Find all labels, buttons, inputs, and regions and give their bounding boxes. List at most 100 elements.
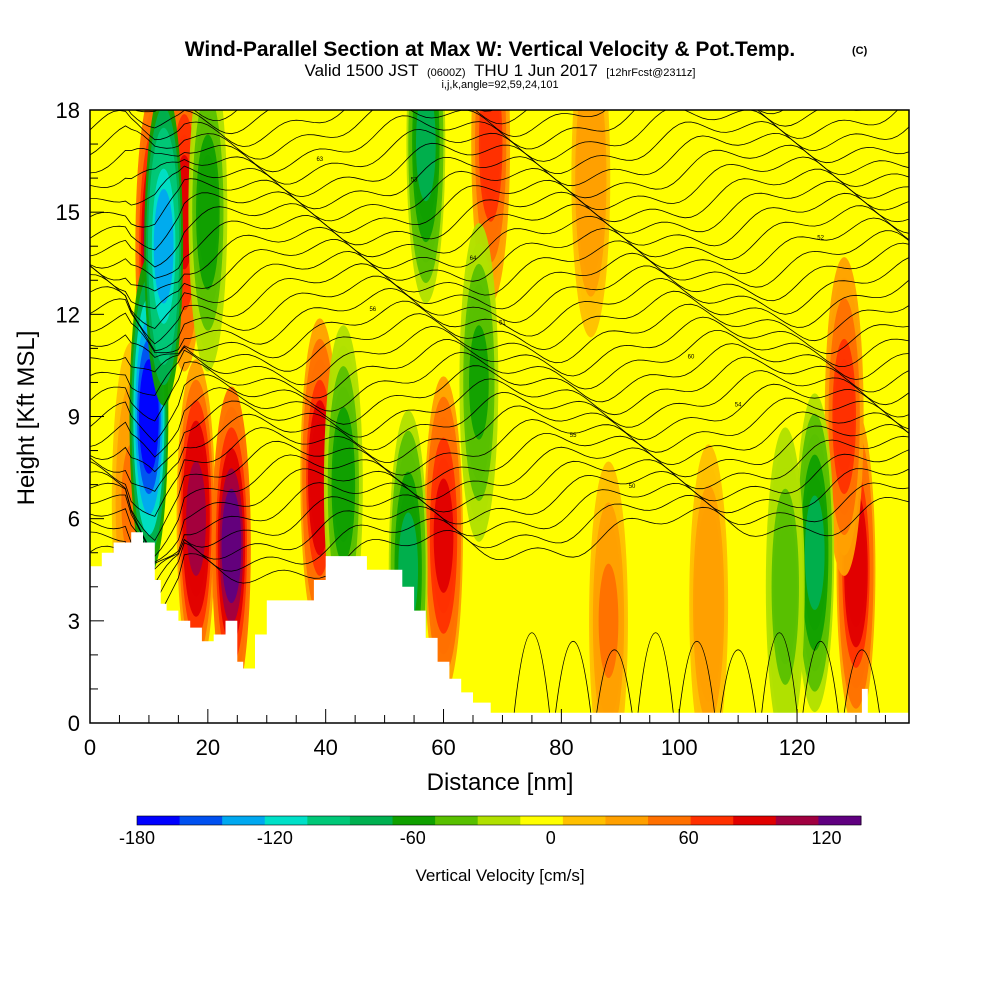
theta-contour [90,449,909,570]
velocity-band [139,359,159,474]
theta-contour [90,121,909,206]
theta-contour [90,370,909,492]
y-axis-label: Height [Kft MSL] [13,331,40,506]
theta-contour [90,180,909,292]
theta-contour [90,424,909,563]
x-tick-label: 120 [779,735,816,760]
colorbar-swatch [264,816,308,825]
theta-contour [90,468,909,585]
colorbar-swatch [775,816,819,825]
theta-contour [134,110,238,122]
velocity-band [480,110,501,202]
colorbar-tick-label: -120 [257,828,293,848]
forecast-info: [12hrFcst@2311z] [606,67,695,79]
valid-date: THU 1 Jun 2017 [474,61,598,80]
colorbar-swatch [733,816,777,825]
theta-contour [90,110,785,160]
theta-contour [90,482,909,604]
theta-contour [802,641,839,713]
colorbar: -180 -120 -60 0 60 120 [119,815,862,848]
velocity-band [186,461,206,576]
theta-contour [90,356,909,473]
contour-label: 54 [735,402,742,408]
theta-contour [90,217,909,345]
contour-label: 51 [499,321,506,327]
x-tick-label: 20 [196,735,220,760]
copyright-mark: (C) [852,45,868,57]
y-tick-label: 0 [68,711,80,736]
colorbar-swatch [562,816,606,825]
x-tick-label: 100 [661,735,698,760]
theta-contour [90,110,864,174]
updraft-core [689,444,729,723]
theta-contour [90,242,909,354]
downdraft-core [188,110,228,372]
colorbar-tick-label: 0 [546,828,556,848]
theta-contour [90,330,909,443]
theta-contour [637,632,674,713]
colorbar-tick-label: 60 [679,828,699,848]
theta-contour [90,496,909,623]
x-tick-label: 0 [84,735,96,760]
velocity-band [834,359,855,474]
theta-contour [90,343,909,458]
contour-label: 53 [411,178,418,184]
x-tick-label: 80 [549,735,573,760]
valid-local-time: Valid 1500 JST [305,61,419,80]
contour-label: 60 [688,355,695,361]
colorbar-swatch [137,816,181,825]
contour-label: 56 [369,307,376,313]
updraft-core [589,461,628,723]
theta-contour [90,397,909,542]
theta-contour [90,316,909,422]
contour-label: 55 [570,433,577,439]
x-axis-label: Distance [nm] [427,769,574,796]
colorbar-swatch [605,816,649,825]
y-tick-label: 15 [56,200,80,225]
downdraft-core [144,110,184,406]
updraft-core [471,110,511,304]
velocity-band [197,154,218,270]
colorbar-swatch [435,816,479,825]
y-tick-label: 9 [68,405,80,430]
velocity-band [433,478,454,593]
theta-contour [90,411,909,557]
velocity-band [415,110,436,202]
terrain-mask [90,532,909,723]
contour-label: 52 [817,235,824,241]
colorbar-swatch [648,816,692,825]
colorbar-tick-label: -60 [400,828,426,848]
theta-contour [678,641,715,713]
chart-title: Wind-Parallel Section at Max W: Vertical… [185,38,796,61]
y-tick-label: 6 [68,507,80,532]
terrain-profile [90,532,909,723]
y-tick-label: 3 [68,609,80,634]
colorbar-frame [136,815,862,826]
theta-contour [720,649,757,713]
velocity-band [775,529,796,644]
theta-contour [90,303,909,396]
velocity-band [804,495,825,610]
theta-contour [843,649,880,713]
theta-contour [90,205,909,329]
updraft-core [424,376,463,696]
colorbar-tick-label: 120 [812,828,842,848]
y-axis: 0 3 6 9 12 15 18 [56,98,104,736]
theta-contour [90,383,909,517]
contour-label: 64 [470,256,477,262]
theta-contour [90,168,909,279]
colorbar-swatch [690,816,734,825]
velocity-band [598,563,619,679]
theta-contour [90,257,909,359]
colorbar-swatch [179,816,223,825]
theta-contour [127,110,494,135]
valid-utc-time: (0600Z) [427,67,466,79]
colorbar-swatch [818,816,862,825]
colorbar-swatch [222,816,266,825]
downdraft-core [765,427,805,723]
theta-contour [90,110,528,147]
colorbar-tick-label: -180 [119,828,155,848]
y-tick-label: 18 [56,98,80,123]
theta-contours: 63 64 60 50 52 53 54 51 55 56 [90,110,909,713]
colorbar-swatch [307,816,351,825]
